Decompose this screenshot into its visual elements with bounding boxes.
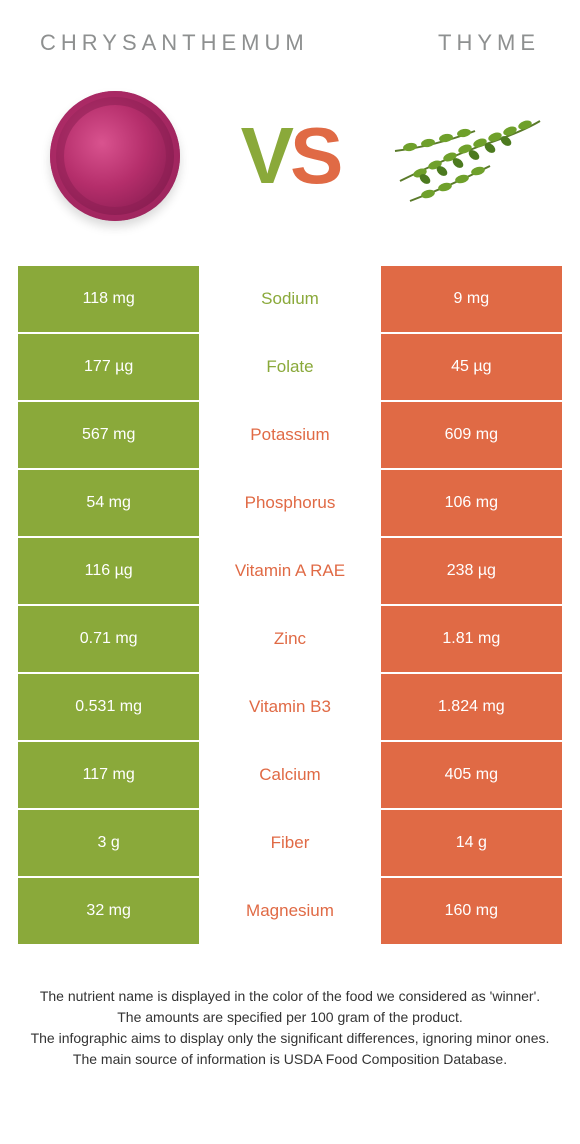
vs-label: VS (241, 116, 340, 196)
left-value: 0.71 mg (18, 606, 199, 672)
nutrient-table: 118 mgSodium9 mg177 µgFolate45 µg567 mgP… (0, 266, 580, 944)
nutrient-name: Magnesium (199, 878, 380, 944)
vs-s: S (290, 111, 339, 200)
nutrient-name: Calcium (199, 742, 380, 808)
nutrient-name: Vitamin B3 (199, 674, 380, 740)
nutrient-name: Folate (199, 334, 380, 400)
right-value: 1.81 mg (381, 606, 562, 672)
table-row: 116 µgVitamin A RAE238 µg (18, 538, 562, 604)
table-row: 177 µgFolate45 µg (18, 334, 562, 400)
nutrient-name: Potassium (199, 402, 380, 468)
left-value: 32 mg (18, 878, 199, 944)
right-value: 106 mg (381, 470, 562, 536)
table-row: 0.71 mgZinc1.81 mg (18, 606, 562, 672)
footer-notes: The nutrient name is displayed in the co… (0, 946, 580, 1100)
footer-line-3: The infographic aims to display only the… (20, 1028, 560, 1049)
table-row: 54 mgPhosphorus106 mg (18, 470, 562, 536)
right-value: 14 g (381, 810, 562, 876)
left-value: 117 mg (18, 742, 199, 808)
thyme-image (380, 86, 550, 226)
table-row: 118 mgSodium9 mg (18, 266, 562, 332)
nutrient-name: Zinc (199, 606, 380, 672)
table-row: 117 mgCalcium405 mg (18, 742, 562, 808)
left-value: 116 µg (18, 538, 199, 604)
table-row: 567 mgPotassium609 mg (18, 402, 562, 468)
table-row: 0.531 mgVitamin B31.824 mg (18, 674, 562, 740)
left-value: 0.531 mg (18, 674, 199, 740)
right-value: 45 µg (381, 334, 562, 400)
nutrient-name: Sodium (199, 266, 380, 332)
header-left-title: CHRYSANTHEMUM (40, 30, 309, 56)
header: CHRYSANTHEMUM THYME (0, 0, 580, 66)
infographic-container: CHRYSANTHEMUM THYME VS (0, 0, 580, 1100)
right-value: 160 mg (381, 878, 562, 944)
hero-row: VS (0, 66, 580, 266)
chrysanthemum-image (30, 86, 200, 226)
nutrient-name: Phosphorus (199, 470, 380, 536)
table-row: 32 mgMagnesium160 mg (18, 878, 562, 944)
left-value: 54 mg (18, 470, 199, 536)
left-value: 177 µg (18, 334, 199, 400)
vs-v: V (241, 111, 290, 200)
right-value: 405 mg (381, 742, 562, 808)
right-value: 609 mg (381, 402, 562, 468)
footer-line-4: The main source of information is USDA F… (20, 1049, 560, 1070)
nutrient-name: Fiber (199, 810, 380, 876)
table-row: 3 gFiber14 g (18, 810, 562, 876)
right-value: 1.824 mg (381, 674, 562, 740)
header-right-title: THYME (438, 30, 540, 56)
thyme-sprig-icon (380, 91, 550, 221)
nutrient-name: Vitamin A RAE (199, 538, 380, 604)
right-value: 238 µg (381, 538, 562, 604)
left-value: 567 mg (18, 402, 199, 468)
footer-line-2: The amounts are specified per 100 gram o… (20, 1007, 560, 1028)
left-value: 3 g (18, 810, 199, 876)
left-value: 118 mg (18, 266, 199, 332)
chrysanthemum-flower-icon (50, 91, 180, 221)
right-value: 9 mg (381, 266, 562, 332)
footer-line-1: The nutrient name is displayed in the co… (20, 986, 560, 1007)
